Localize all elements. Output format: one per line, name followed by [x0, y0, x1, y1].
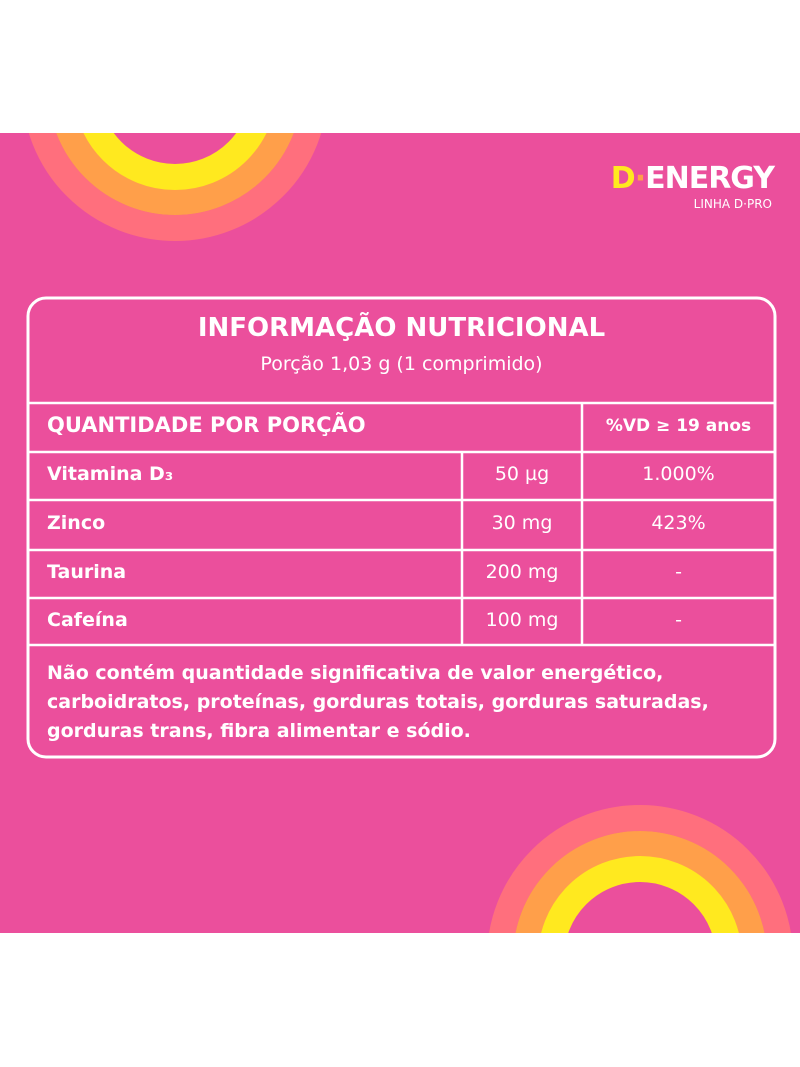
brand-initial: D	[610, 161, 636, 196]
nutrient-dv: 423%	[651, 512, 706, 534]
nutrient-amount: 100 mg	[485, 609, 559, 631]
label-title: INFORMAÇÃO NUTRICIONAL	[197, 313, 606, 343]
nutrient-dv: -	[675, 609, 682, 631]
nutrient-amount: 50 µg	[494, 463, 550, 485]
note-line: Não contém quantidade significativa de v…	[47, 662, 664, 684]
brand-line: LINHA D·PRO	[693, 197, 772, 211]
nutrient-name: Zinco	[47, 512, 106, 534]
decor	[26, 133, 791, 933]
portion: Porção 1,03 g (1 comprimido)	[260, 353, 543, 375]
nutrient-amount: 200 mg	[485, 561, 559, 583]
note-line: carboidratos, proteínas, gorduras totais…	[47, 691, 709, 713]
brand: D·ENERGY	[610, 161, 775, 196]
nutrient-dv: 1.000%	[642, 463, 715, 485]
nutrient-name: Cafeína	[47, 609, 128, 631]
brand-dot: ·	[634, 161, 646, 196]
nutrient-name: Vitamina D₃	[47, 463, 174, 485]
nutrient-name: Taurina	[47, 561, 127, 583]
background: D·ENERGY LINHA D·PRO INFORMAÇÃO NUTRICIO…	[0, 133, 800, 933]
brand-name: ENERGY	[645, 161, 775, 196]
header-amount: QUANTIDADE POR PORÇÃO	[47, 413, 366, 437]
nutrient-dv: -	[675, 561, 682, 583]
note-line: gorduras trans, fibra alimentar e sódio.	[47, 720, 471, 742]
nutrient-amount: 30 mg	[491, 512, 553, 534]
header-dv: %VD ≥ 19 anos	[605, 416, 752, 436]
